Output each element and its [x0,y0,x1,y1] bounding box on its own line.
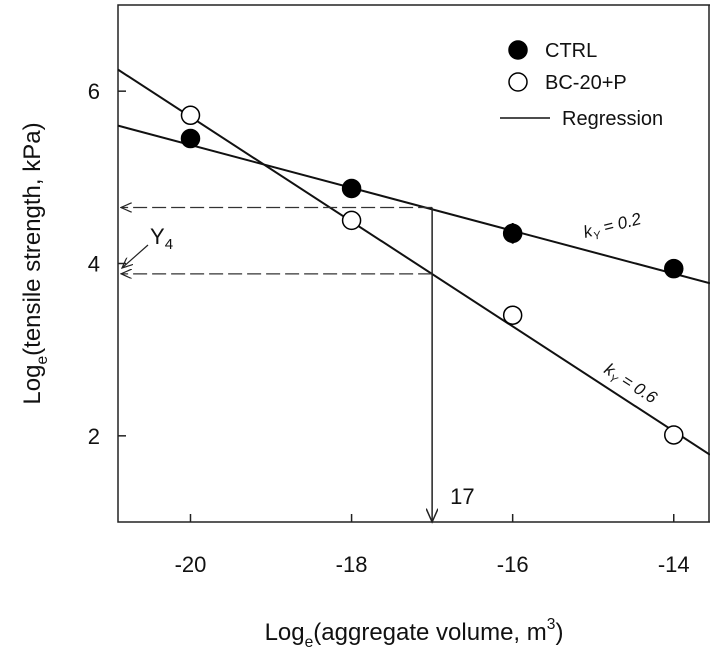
legend-label: Regression [562,108,663,130]
point [664,425,684,445]
legend-marker [508,40,528,60]
guide-label-part: Y [150,224,165,249]
x-tick-label: -18 [336,552,368,577]
guide-arrow [122,244,149,268]
x-axis-label-part: ) [555,619,563,646]
x-tick-label: -20 [175,552,207,577]
point [341,210,362,231]
guide-label: Y4 [150,224,173,253]
x-axis-label: Loge(aggregate volume, m3) [265,616,564,651]
y-tick-label: 2 [88,424,100,449]
x-axis-label-part: e [305,634,314,651]
point [180,105,201,126]
x-tick-label: -14 [658,552,690,577]
guide-label-part: 4 [165,236,173,253]
y-axis-label-part: e [34,356,51,365]
point [180,128,201,149]
point [502,223,523,244]
y-tick-label: 6 [88,79,100,104]
legend-label: BC-20+P [545,72,627,94]
x-axis-label-part: 3 [547,616,556,633]
point [341,178,362,199]
x-axis-label-part: Log [265,619,305,646]
point [664,258,684,279]
annotation-part: = 0.6 [614,368,661,408]
guide-label: 17 [450,484,474,509]
x-axis-label-part: (aggregate volume, m [313,619,546,646]
annotation-part: Y [592,229,603,243]
annotation-part: = 0.2 [597,209,644,238]
legend-label: CTRL [545,40,597,62]
regression-line [117,124,710,285]
x-tick-label: -16 [497,552,529,577]
regression-line [117,68,710,456]
y-axis-label: Loge(tensile strength, kPa) [19,122,51,404]
y-axis-label-part: Log [19,365,46,405]
legend-marker [508,72,528,92]
y-tick-label: 4 [88,252,100,277]
y-axis-label-part: (tensile strength, kPa) [19,122,46,355]
point [502,305,523,325]
annotation: kY = 0.2 [581,209,644,245]
